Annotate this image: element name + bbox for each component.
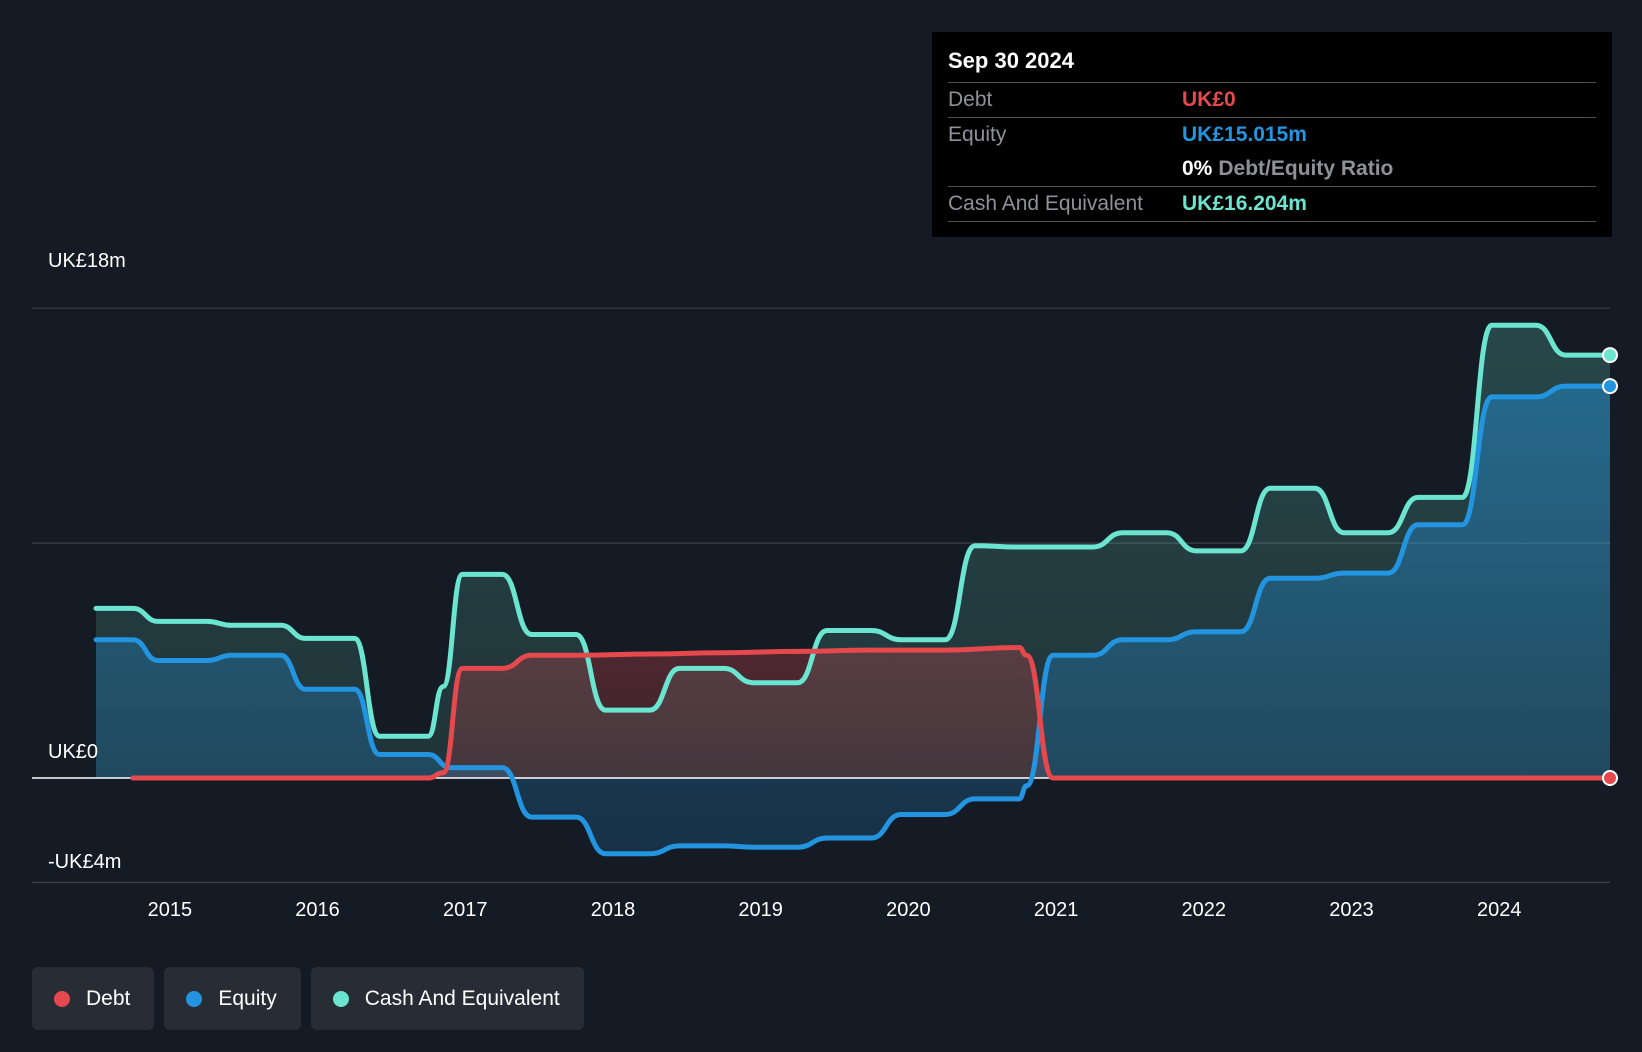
x-tick-label: 2017 <box>443 899 488 921</box>
x-tick-label: 2020 <box>886 899 931 921</box>
line-debt <box>130 645 1613 781</box>
tooltip-equity-value: UK£15.015m <box>1182 123 1307 146</box>
y-label-top: UK£18m <box>48 250 126 272</box>
legend-label-debt: Debt <box>86 986 131 1010</box>
area-equity <box>96 386 1610 854</box>
x-tick-label: 2021 <box>1033 899 1079 921</box>
legend-dot-cash-icon <box>332 990 349 1007</box>
tooltip-ratio-value: 0% Debt/Equity Ratio <box>1182 152 1393 186</box>
debt-equity-chart <box>32 307 1618 884</box>
tooltip-debt-row: Debt UK£0 <box>948 83 1596 118</box>
end-point-debt <box>1602 770 1618 786</box>
tooltip-cash-value: UK£16.204m <box>1182 192 1307 215</box>
tooltip-ratio-pct: 0% <box>1182 157 1213 180</box>
tooltip-ratio-spacer <box>948 152 1182 186</box>
legend-item-debt[interactable]: Debt <box>32 967 155 1030</box>
tooltip-panel: Sep 30 2024 Debt UK£0 Equity UK£15.015m … <box>932 32 1612 237</box>
end-point-cash <box>1602 347 1618 364</box>
legend: Debt Equity Cash And Equivalent <box>32 967 584 1030</box>
x-tick-label: 2024 <box>1476 899 1522 921</box>
tooltip-cash-row: Cash And Equivalent UK£16.204m <box>948 187 1596 222</box>
tooltip-debt-label: Debt <box>948 88 993 111</box>
tooltip-ratio-label: Debt/Equity Ratio <box>1218 157 1394 180</box>
x-tick-label: 2018 <box>590 899 636 921</box>
end-point-equity <box>1602 378 1618 395</box>
y-label-bottom: -UK£4m <box>48 851 122 873</box>
x-tick-label: 2023 <box>1329 899 1374 921</box>
area-debt <box>132 647 1610 778</box>
line-equity <box>93 383 1613 857</box>
legend-label-cash: Cash And Equivalent <box>364 986 560 1010</box>
tooltip-date: Sep 30 2024 <box>948 46 1596 83</box>
x-tick-label: 2016 <box>295 899 340 921</box>
tooltip-equity-label: Equity <box>948 123 1007 146</box>
x-tick-label: 2019 <box>738 899 783 921</box>
legend-item-equity[interactable]: Equity <box>164 967 301 1030</box>
x-tick-label: 2022 <box>1181 899 1227 921</box>
legend-dot-debt-icon <box>54 990 70 1007</box>
x-tick-label: 2015 <box>147 899 193 921</box>
tooltip-debt-value: UK£0 <box>1182 88 1236 111</box>
tooltip-ratio-row: 0% Debt/Equity Ratio <box>948 152 1596 187</box>
legend-dot-equity-icon <box>186 990 203 1007</box>
y-label-zero: UK£0 <box>48 741 99 763</box>
legend-item-cash[interactable]: Cash And Equivalent <box>310 967 584 1030</box>
legend-label-equity: Equity <box>218 986 277 1010</box>
tooltip-equity-row: Equity UK£15.015m <box>948 118 1596 152</box>
tooltip-cash-label: Cash And Equivalent <box>948 192 1143 215</box>
